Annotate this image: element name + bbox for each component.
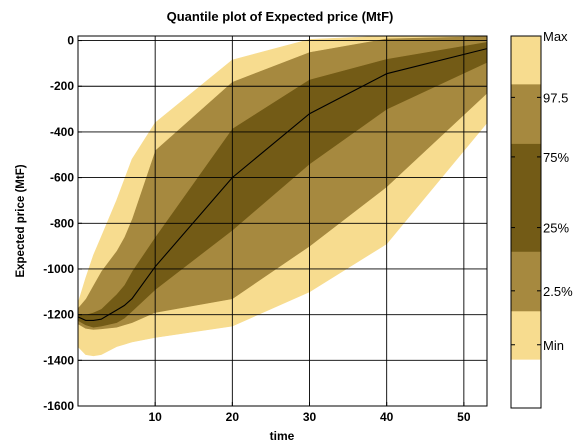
colorbar-segment-3 bbox=[511, 251, 541, 312]
y-tick-label: 0 bbox=[67, 34, 74, 48]
y-axis-label: Expected price (MtF) bbox=[15, 164, 27, 277]
plot-area: 0 -200 -400 -600 -800 -1000 -1200 -1400 -1600 10… bbox=[43, 34, 488, 424]
grid-lines bbox=[78, 36, 487, 406]
y-tick-label: -600 bbox=[50, 171, 74, 185]
plot-frame bbox=[77, 35, 488, 407]
median-series bbox=[77, 48, 488, 321]
chart-title: Quantile plot of Expected price (MtF) bbox=[167, 9, 394, 24]
colorbar-segment-5 bbox=[511, 359, 541, 409]
colorbar-frame bbox=[510, 35, 542, 409]
x-tick-label: 10 bbox=[148, 410, 162, 424]
colorbar-segment-2 bbox=[511, 143, 541, 253]
x-tick-label: 50 bbox=[457, 410, 471, 424]
x-tick-label: 30 bbox=[303, 410, 317, 424]
y-tick-label: -1000 bbox=[43, 262, 74, 276]
colorbar-label: 25% bbox=[543, 221, 569, 236]
y-tick-label: -1400 bbox=[43, 353, 74, 367]
x-tick-label: 20 bbox=[226, 410, 240, 424]
y-tick-label: -200 bbox=[50, 79, 74, 93]
quantile-band-4 bbox=[77, 35, 488, 309]
colorbar-label: Max bbox=[543, 29, 568, 44]
x-tick-label: 40 bbox=[380, 410, 394, 424]
y-tick-label: -1600 bbox=[43, 399, 74, 413]
y-tick-label: -1200 bbox=[43, 308, 74, 322]
quantile-bands bbox=[77, 35, 488, 357]
x-axis-label: time bbox=[270, 429, 295, 443]
colorbar-label: 2.5% bbox=[543, 284, 573, 299]
colorbar-label: 97.5 bbox=[543, 90, 568, 105]
colorbar-segment-1 bbox=[511, 84, 541, 145]
colorbar: Max 97.5 75% 25% 2.5% Min bbox=[510, 29, 573, 409]
colorbar-segment-4 bbox=[511, 311, 541, 361]
colorbar-label: 75% bbox=[543, 150, 569, 165]
y-axis-ticks: 0 -200 -400 -600 -800 -1000 -1200 -1400 -1600 bbox=[43, 34, 82, 413]
x-axis-ticks: 10 20 30 40 50 bbox=[148, 402, 471, 424]
colorbar-segment-0 bbox=[511, 36, 541, 85]
y-tick-label: -800 bbox=[50, 216, 74, 230]
median-line bbox=[77, 48, 488, 321]
y-tick-label: -400 bbox=[50, 125, 74, 139]
colorbar-label: Min bbox=[543, 338, 564, 353]
